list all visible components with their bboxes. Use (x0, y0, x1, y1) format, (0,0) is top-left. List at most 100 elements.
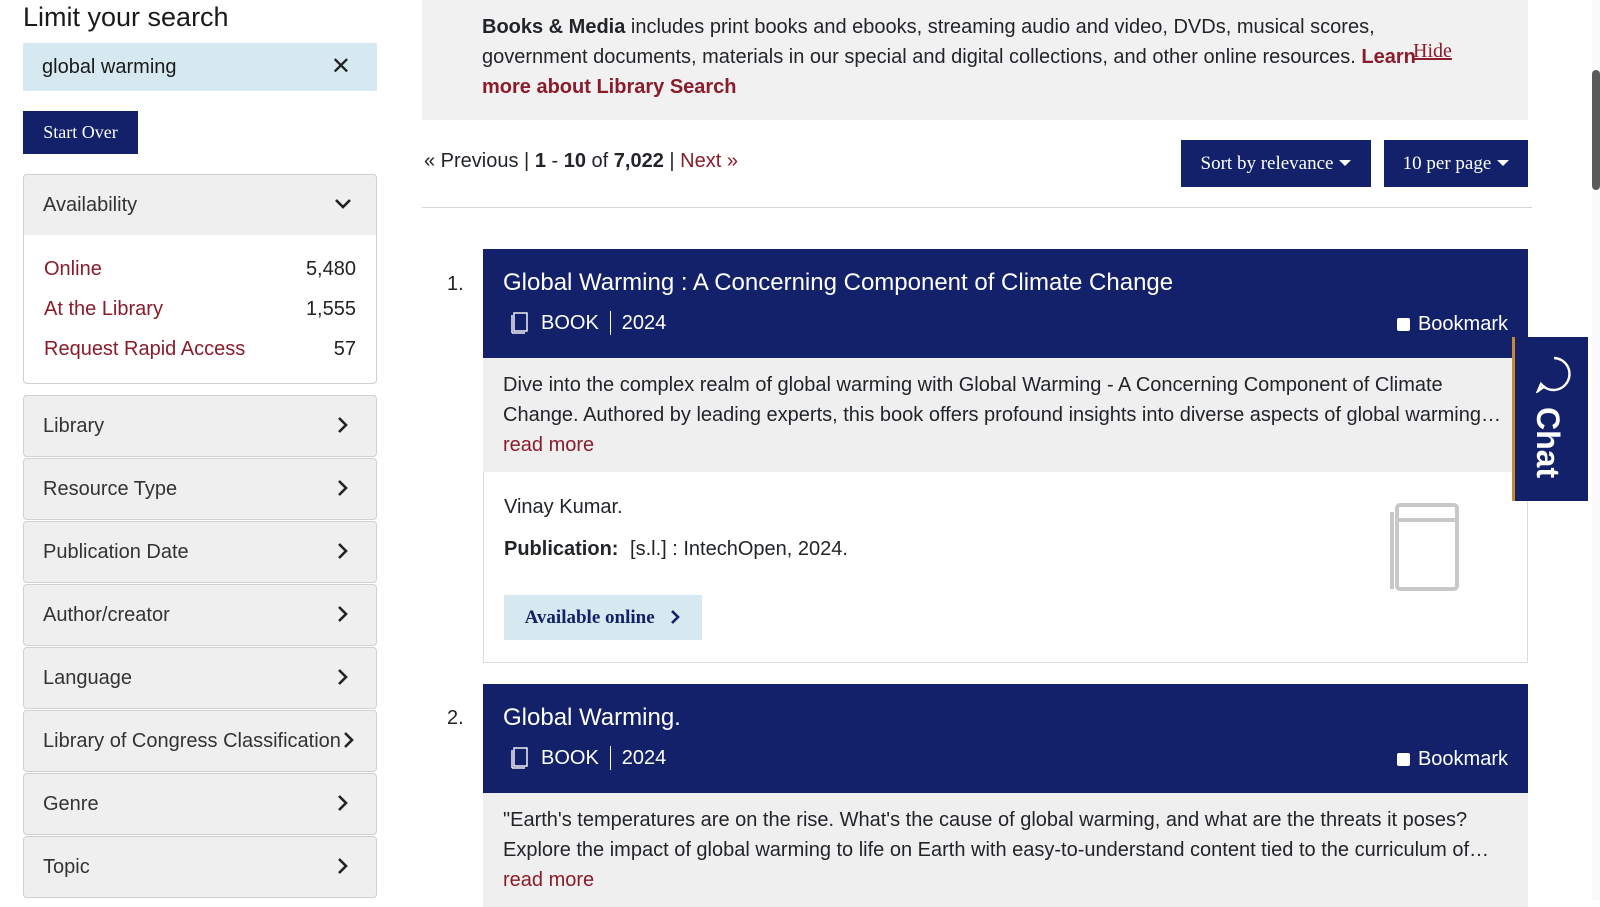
books-media-notice: Books & Media includes print books and e… (422, 0, 1528, 120)
scrollbar-track[interactable] (1592, 0, 1600, 900)
facet-genre-header[interactable]: Genre (24, 774, 376, 834)
facet-availability-header[interactable]: Availability (24, 175, 376, 235)
result-details: Vinay Kumar. Publication: [s.l.] : Intec… (483, 472, 1528, 663)
result-meta: BOOK 2024 (511, 311, 666, 335)
bookmark-label: Bookmark (1417, 748, 1508, 770)
facet-library[interactable]: Library (23, 395, 377, 457)
chevron-right-icon (671, 609, 681, 624)
chevron-right-icon (338, 480, 348, 496)
result-publication: Publication: [s.l.] : IntechOpen, 2024. (504, 538, 848, 561)
read-more-link[interactable]: read more (503, 434, 595, 456)
notice-bold: Books & Media (482, 16, 626, 38)
result-title[interactable]: Global Warming : A Concerning Component … (503, 269, 1174, 296)
facet-item-online[interactable]: Online 5,480 (44, 249, 356, 289)
facet-author-creator-header[interactable]: Author/creator (24, 585, 376, 645)
available-online-label: Available online (524, 606, 655, 628)
hide-notice-link[interactable]: Hide (1413, 40, 1452, 62)
caret-down-icon (1339, 159, 1352, 166)
result-description: "Earth's temperatures are on the rise. W… (483, 793, 1528, 907)
facet-availability-body: Online 5,480 At the Library 1,555 Reques… (24, 235, 376, 383)
next-link[interactable]: Next » (680, 150, 738, 172)
active-query-chip: global warming ✕ (23, 43, 377, 91)
per-page-label: 10 per page (1402, 153, 1492, 174)
facet-item-count: 57 (333, 337, 356, 360)
facet-genre[interactable]: Genre (23, 773, 377, 835)
result-format: BOOK (541, 746, 599, 769)
bookmark-checkbox[interactable] (1396, 318, 1410, 331)
result-title[interactable]: Global Warming. (503, 704, 681, 731)
chevron-right-icon (338, 417, 348, 433)
range-of: of (591, 150, 609, 172)
result-header: Global Warming. BOOK 2024 Bookmark (483, 684, 1528, 793)
facet-topic-header[interactable]: Topic (24, 837, 376, 897)
facet-label: Publication Date (43, 541, 189, 563)
facet-item-count: 5,480 (305, 257, 356, 280)
sidebar-title: Limit your search (23, 2, 229, 32)
range-start: 1 (534, 150, 546, 172)
pagination: « Previous | 1 - 10 of 7,022 | Next » (424, 150, 738, 172)
available-online-button[interactable]: Available online (504, 595, 702, 640)
facet-label: Genre (43, 793, 99, 815)
sort-dropdown[interactable]: Sort by relevance (1181, 140, 1371, 187)
bookmark-toggle[interactable]: Bookmark (1396, 313, 1508, 336)
query-text: global warming (42, 56, 177, 78)
description-text: Dive into the complex realm of global wa… (503, 374, 1501, 426)
facet-lc-classification-header[interactable]: Library of Congress Classification (24, 711, 376, 771)
facet-label: Topic (43, 856, 90, 878)
scrollbar-thumb[interactable] (1592, 70, 1600, 190)
close-icon[interactable]: ✕ (330, 53, 351, 80)
chevron-right-icon (338, 858, 348, 874)
chevron-right-icon (338, 543, 348, 559)
facet-item-label[interactable]: At the Library (44, 297, 163, 320)
facet-label: Availability (43, 194, 138, 216)
facet-label: Author/creator (43, 604, 170, 626)
chat-label: Chat (1530, 407, 1566, 479)
caret-down-icon (1497, 159, 1510, 166)
sidebar: Limit your search global warming ✕ Start… (23, 0, 377, 898)
facet-label: Library of Congress Classification (43, 730, 341, 752)
facet-author-creator[interactable]: Author/creator (23, 584, 377, 646)
result-item: Global Warming : A Concerning Component … (483, 249, 1528, 663)
result-author: Vinay Kumar. (504, 496, 623, 518)
facet-item-label[interactable]: Online (44, 257, 102, 280)
facet-language-header[interactable]: Language (24, 648, 376, 708)
facet-topic[interactable]: Topic (23, 836, 377, 898)
start-over-button[interactable]: Start Over (23, 111, 138, 154)
range-end: 10 (563, 150, 586, 172)
chevron-right-icon (344, 732, 354, 748)
chat-bubble-icon (1535, 356, 1571, 393)
facet-publication-date-header[interactable]: Publication Date (24, 522, 376, 582)
chevron-down-icon (335, 199, 351, 209)
previous-link: « Previous (424, 150, 519, 172)
facet-language[interactable]: Language (23, 647, 377, 709)
facet-label: Library (43, 415, 105, 437)
book-cover-placeholder-icon (1390, 503, 1459, 591)
facet-resource-type-header[interactable]: Resource Type (24, 459, 376, 519)
facet-item-request-rapid-access[interactable]: Request Rapid Access 57 (44, 329, 356, 369)
chat-tab[interactable]: Chat (1512, 337, 1588, 501)
publication-label: Publication: (504, 538, 619, 560)
facet-lc-classification[interactable]: Library of Congress Classification (23, 710, 377, 772)
bookmark-checkbox[interactable] (1396, 753, 1410, 766)
chevron-right-icon (338, 606, 348, 622)
divider (422, 207, 1532, 208)
result-year: 2024 (621, 746, 667, 769)
per-page-dropdown[interactable]: 10 per page (1384, 140, 1528, 187)
bookmark-toggle[interactable]: Bookmark (1396, 748, 1508, 771)
facet-item-at-the-library[interactable]: At the Library 1,555 (44, 289, 356, 329)
read-more-link[interactable]: read more (503, 869, 595, 891)
sort-label: Sort by relevance (1200, 153, 1334, 174)
result-format: BOOK (541, 311, 599, 334)
facet-item-count: 1,555 (305, 297, 356, 320)
facet-item-label[interactable]: Request Rapid Access (44, 337, 246, 360)
result-number: 1. (447, 273, 464, 295)
learn-more-link[interactable]: Learn more about Library Search (482, 46, 1416, 98)
facet-label: Language (43, 667, 132, 689)
meta-separator (609, 311, 611, 335)
facet-library-header[interactable]: Library (24, 396, 376, 456)
result-total: 7,022 (613, 150, 664, 172)
facet-resource-type[interactable]: Resource Type (23, 458, 377, 520)
facet-publication-date[interactable]: Publication Date (23, 521, 377, 583)
result-description: Dive into the complex realm of global wa… (483, 358, 1528, 472)
description-text: "Earth's temperatures are on the rise. W… (503, 809, 1490, 861)
